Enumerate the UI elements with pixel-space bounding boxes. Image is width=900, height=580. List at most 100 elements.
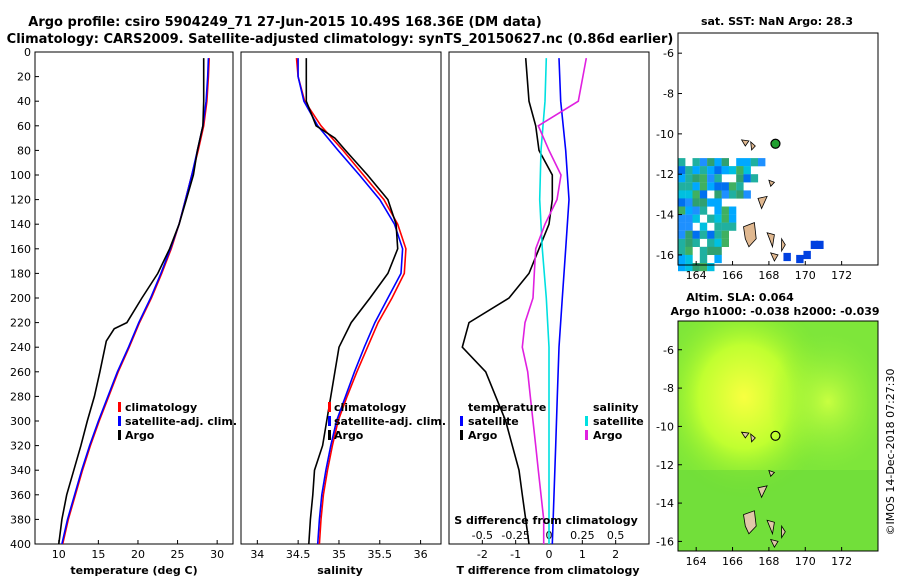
sst-cell bbox=[714, 190, 722, 199]
legend-argo-label: Argo bbox=[334, 429, 364, 442]
sst-cell bbox=[736, 174, 744, 183]
y-tick-label: 300 bbox=[10, 415, 31, 428]
sst-cell bbox=[692, 263, 700, 272]
map-y-tick-label: -16 bbox=[656, 249, 674, 262]
sst-cell bbox=[699, 166, 708, 175]
salinity-legend: climatology satellite-adj. clim. Argo bbox=[328, 401, 446, 442]
map-y-tick-label: -12 bbox=[656, 459, 674, 472]
island bbox=[781, 524, 786, 539]
sst-cell bbox=[750, 174, 759, 183]
sst-coastline bbox=[740, 139, 786, 262]
sst-cell bbox=[743, 174, 751, 183]
sst-cell bbox=[750, 158, 759, 167]
sst-cell bbox=[699, 174, 708, 183]
sst-cell bbox=[728, 214, 737, 223]
diff-legend-temp-argo: Argo bbox=[468, 429, 498, 442]
sst-cell bbox=[699, 230, 708, 239]
sst-cell bbox=[721, 166, 729, 175]
sla-argo-marker bbox=[770, 430, 781, 441]
diff-legend-temp-argo-swatch bbox=[460, 430, 463, 440]
sst-cell bbox=[721, 222, 729, 231]
island bbox=[766, 232, 775, 249]
sst-cell bbox=[721, 158, 729, 167]
y-tick-label: 220 bbox=[10, 317, 31, 330]
sst-cell bbox=[707, 214, 715, 223]
sst-cell bbox=[699, 190, 708, 199]
sst-map-frame bbox=[677, 32, 879, 266]
sla-coastline bbox=[740, 431, 786, 549]
legend-argo-label: Argo bbox=[125, 429, 155, 442]
x-tick-label-s: -0.5 bbox=[472, 529, 493, 542]
sst-cell bbox=[728, 190, 737, 199]
island bbox=[769, 252, 779, 262]
island bbox=[750, 433, 756, 443]
sst-map-title: sat. SST: NaN Argo: 28.3 bbox=[701, 15, 853, 28]
sst-cell bbox=[692, 182, 700, 191]
salinity-axes-frame bbox=[240, 51, 442, 545]
island bbox=[757, 195, 768, 210]
sst-cell bbox=[714, 230, 722, 239]
sst-cell bbox=[714, 254, 722, 264]
x-tick-label: 20 bbox=[131, 548, 145, 561]
island bbox=[766, 519, 775, 536]
y-tick-label: 100 bbox=[10, 169, 31, 182]
sst-cell bbox=[678, 230, 686, 239]
sst-cell bbox=[707, 158, 715, 167]
sst-cell bbox=[714, 198, 722, 207]
y-tick-label: 320 bbox=[10, 440, 31, 453]
x-tick-label-s: 0.5 bbox=[607, 529, 625, 542]
temperature-xlabel: temperature (deg C) bbox=[70, 564, 197, 577]
diff-legend-sal-argo: Argo bbox=[593, 429, 623, 442]
legend-climatology-label: climatology bbox=[125, 401, 197, 414]
sst-cell bbox=[678, 206, 686, 215]
sst-cell bbox=[685, 198, 693, 207]
sst-cell bbox=[707, 238, 715, 247]
map-x-tick-label: 168 bbox=[758, 555, 779, 568]
sst-map: sat. SST: NaN Argo: 28.3 164 166 168 170 172… bbox=[656, 15, 879, 282]
sst-cell bbox=[678, 263, 686, 272]
x-tick-label-s: 0.25 bbox=[570, 529, 595, 542]
sst-cell bbox=[699, 206, 708, 215]
sst-cell bbox=[692, 166, 700, 175]
island bbox=[757, 485, 768, 499]
sst-cell bbox=[692, 238, 700, 247]
sst-cell bbox=[714, 222, 722, 231]
sla-map-title2: Argo h1000: -0.038 h2000: -0.039 bbox=[670, 305, 879, 318]
sst-cell bbox=[685, 238, 693, 247]
y-tick-label: 340 bbox=[10, 464, 31, 477]
diff-legend-temperature: temperature bbox=[468, 401, 546, 414]
y-tick-label: 140 bbox=[10, 218, 31, 231]
x-tick-label: 10 bbox=[52, 548, 66, 561]
x-tick-label: 15 bbox=[91, 548, 105, 561]
sla-map-title1: Altim. SLA: 0.064 bbox=[686, 291, 794, 304]
sst-cell bbox=[692, 206, 700, 215]
sst-cell bbox=[707, 230, 715, 239]
y-tick-label: 160 bbox=[10, 243, 31, 256]
map-y-tick-label: -6 bbox=[663, 47, 674, 60]
sst-cell bbox=[736, 158, 744, 167]
map-x-tick-label: 166 bbox=[722, 555, 743, 568]
sst-cell bbox=[714, 166, 722, 175]
sst-cell bbox=[721, 230, 729, 239]
sst-cell bbox=[721, 190, 729, 199]
figure-title-line1: Argo profile: csiro 5904249_71 27-Jun-20… bbox=[28, 15, 541, 30]
sst-cell bbox=[699, 158, 708, 167]
sst-field bbox=[678, 158, 824, 272]
sst-cell bbox=[721, 182, 729, 191]
sst-cell bbox=[685, 222, 693, 231]
sst-cell bbox=[678, 246, 686, 255]
map-y-tick-label: -14 bbox=[656, 497, 674, 510]
legend-satellite-label: satellite-adj. clim. bbox=[125, 415, 237, 428]
sst-cell bbox=[783, 252, 791, 262]
y-tick-label: 360 bbox=[10, 489, 31, 502]
legend-climatology-swatch bbox=[328, 402, 331, 412]
map-x-tick-label: 172 bbox=[831, 555, 852, 568]
series-salinity-argo bbox=[521, 57, 588, 544]
x-tick-label: 34 bbox=[250, 548, 264, 561]
sst-cell bbox=[678, 198, 686, 207]
y-tick-label: 200 bbox=[10, 292, 31, 305]
island bbox=[750, 140, 756, 151]
sst-cell bbox=[685, 214, 693, 223]
sst-cell bbox=[685, 182, 693, 191]
map-x-tick-label: 170 bbox=[795, 269, 816, 282]
